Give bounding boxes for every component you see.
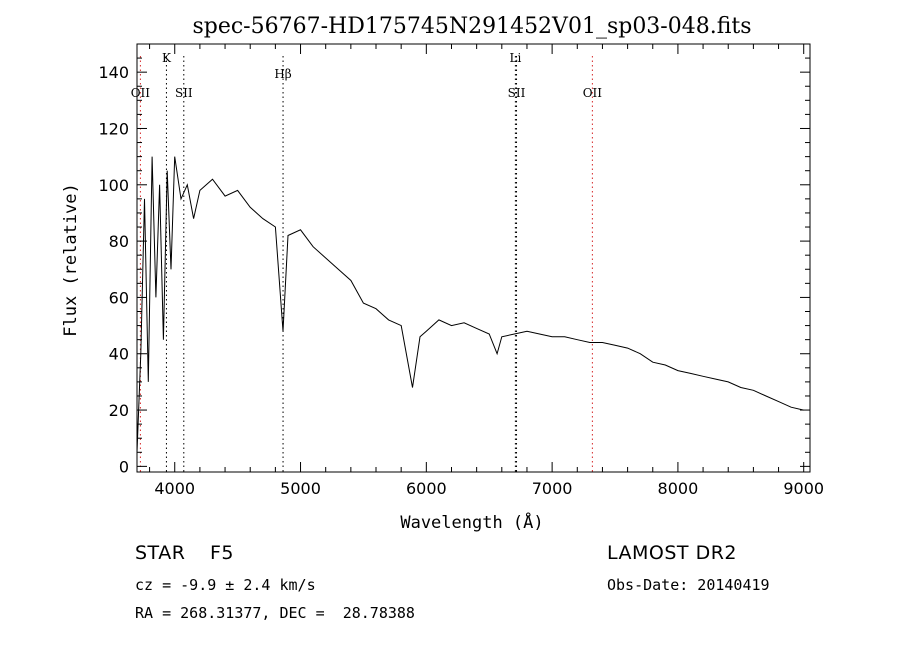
line-label: SII <box>508 86 526 100</box>
survey-name: LAMOST DR2 <box>607 542 737 564</box>
y-axis-label: Flux (relative) <box>61 183 81 337</box>
x-axis-label: Wavelength (Å) <box>400 511 543 533</box>
y-tick-label: 0 <box>119 457 129 476</box>
coordinates-text: RA = 268.31377, DEC = 28.78388 <box>135 604 415 622</box>
y-tick-label: 40 <box>109 345 129 364</box>
line-label: K <box>162 51 172 65</box>
spectral-line-markers: OII K SII Hβ Li SII OII <box>131 51 603 472</box>
line-label: SII <box>175 86 193 100</box>
x-tick-label: 9000 <box>783 479 824 498</box>
x-tick-label: 8000 <box>658 479 699 498</box>
line-label: OII <box>131 86 151 100</box>
redshift-text: cz = -9.9 ± 2.4 km/s <box>135 576 316 594</box>
y-tick-label: 100 <box>98 176 129 195</box>
y-tick-label: 120 <box>98 119 129 138</box>
axis-ticks: 4000 5000 6000 7000 8000 9000 0 20 40 60 80 100 120 1… <box>98 44 824 498</box>
object-class: STAR <box>135 542 186 564</box>
line-label: Hβ <box>274 67 291 81</box>
plot-frame <box>136 43 811 473</box>
x-tick-label: 5000 <box>280 479 321 498</box>
y-tick-label: 60 <box>109 288 129 307</box>
obs-date-text: Obs-Date: 20140419 <box>607 576 770 594</box>
chart-title: spec-56767-HD175745N291452V01_sp03-048.f… <box>192 14 751 39</box>
object-subclass: F5 <box>210 542 235 564</box>
x-tick-label: 7000 <box>532 479 573 498</box>
x-tick-label: 6000 <box>406 479 447 498</box>
line-label: OII <box>583 86 603 100</box>
line-label: Li <box>509 51 521 65</box>
spectrum-series-line <box>136 156 804 453</box>
y-tick-label: 80 <box>109 232 129 251</box>
y-tick-label: 20 <box>109 401 129 420</box>
x-tick-label: 4000 <box>154 479 195 498</box>
y-tick-label: 140 <box>98 63 129 82</box>
